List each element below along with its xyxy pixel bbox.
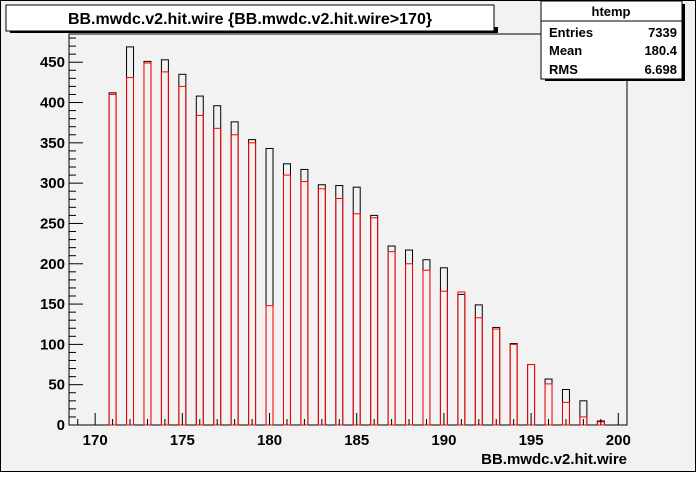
x-tick-label-180: 180: [257, 432, 282, 449]
y-tick-label-0: 0: [57, 417, 65, 434]
stats-entries-value: 7339: [648, 25, 677, 40]
x-tick-label-190: 190: [431, 432, 456, 449]
stats-mean-label: Mean: [549, 43, 582, 58]
x-axis-label: BB.mwdc.v2.hit.wire: [481, 451, 627, 468]
y-tick-label-50: 50: [48, 377, 65, 394]
x-tick-label-195: 195: [519, 432, 544, 449]
y-tick-label-300: 300: [40, 175, 65, 192]
axes-layer: 170 175 180 185 190 195 200 0 50 100 150 200 250 300 3…: [40, 37, 631, 449]
y-tick-label-450: 450: [40, 54, 65, 71]
title-box: BB.mwdc.v2.hit.wire {BB.mwdc.v2.hit.wire…: [5, 4, 498, 33]
stats-mean-value: 180.4: [644, 43, 677, 58]
x-tick-label-170: 170: [83, 432, 108, 449]
y-tick-label-200: 200: [40, 256, 65, 273]
y-tick-label-100: 100: [40, 336, 65, 353]
stats-name: htemp: [592, 4, 631, 19]
x-tick-label-175: 175: [170, 432, 195, 449]
x-tick-label-200: 200: [606, 432, 631, 449]
chart-title: BB.mwdc.v2.hit.wire {BB.mwdc.v2.hit.wire…: [68, 11, 432, 28]
stats-entries-label: Entries: [549, 25, 593, 40]
stats-rms-label: RMS: [549, 62, 578, 77]
y-tick-label-400: 400: [40, 95, 65, 112]
plot-frame: [68, 33, 628, 426]
y-tick-label-350: 350: [40, 135, 65, 152]
stats-box: htemp Entries 7339 Mean 180.4 RMS 6.698: [540, 0, 685, 81]
y-tick-label-250: 250: [40, 215, 65, 232]
y-tick-label-150: 150: [40, 296, 65, 313]
stats-rms-value: 6.698: [644, 62, 677, 77]
x-tick-label-185: 185: [344, 432, 369, 449]
